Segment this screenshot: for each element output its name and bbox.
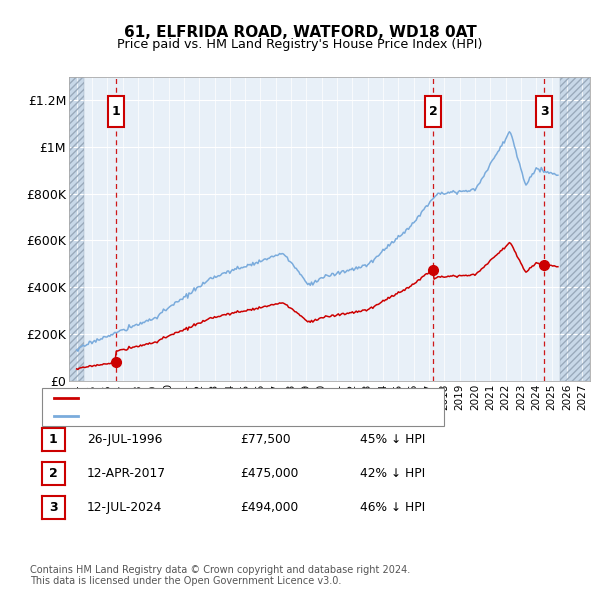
Text: 3: 3 (49, 501, 58, 514)
Bar (69, 77, 83, 381)
Text: HPI: Average price, detached house, Watford: HPI: Average price, detached house, Watf… (83, 411, 333, 421)
FancyBboxPatch shape (536, 96, 553, 127)
Text: £494,000: £494,000 (240, 502, 298, 514)
Text: 45% ↓ HPI: 45% ↓ HPI (360, 433, 425, 446)
Text: 2: 2 (49, 467, 58, 480)
Text: 42% ↓ HPI: 42% ↓ HPI (360, 467, 425, 480)
Text: 1: 1 (49, 432, 58, 445)
Text: Price paid vs. HM Land Registry's House Price Index (HPI): Price paid vs. HM Land Registry's House … (118, 38, 482, 51)
FancyBboxPatch shape (108, 96, 124, 127)
Text: 12-APR-2017: 12-APR-2017 (87, 467, 166, 480)
FancyBboxPatch shape (425, 96, 441, 127)
Text: 46% ↓ HPI: 46% ↓ HPI (360, 502, 425, 514)
Text: 26-JUL-1996: 26-JUL-1996 (87, 433, 163, 446)
Bar (69, 77, 83, 381)
Text: £475,000: £475,000 (240, 467, 298, 480)
Text: 1: 1 (112, 105, 121, 118)
Text: £77,500: £77,500 (240, 433, 290, 446)
Text: This data is licensed under the Open Government Licence v3.0.: This data is licensed under the Open Gov… (30, 576, 341, 586)
Text: 61, ELFRIDA ROAD, WATFORD, WD18 0AT: 61, ELFRIDA ROAD, WATFORD, WD18 0AT (124, 25, 476, 40)
Text: 2: 2 (429, 105, 437, 118)
Text: Contains HM Land Registry data © Crown copyright and database right 2024.: Contains HM Land Registry data © Crown c… (30, 565, 410, 575)
Text: 12-JUL-2024: 12-JUL-2024 (87, 502, 163, 514)
Bar (560, 77, 590, 381)
Text: 61, ELFRIDA ROAD, WATFORD, WD18 0AT (detached house): 61, ELFRIDA ROAD, WATFORD, WD18 0AT (det… (83, 394, 415, 404)
Bar (560, 77, 590, 381)
Text: 3: 3 (540, 105, 548, 118)
